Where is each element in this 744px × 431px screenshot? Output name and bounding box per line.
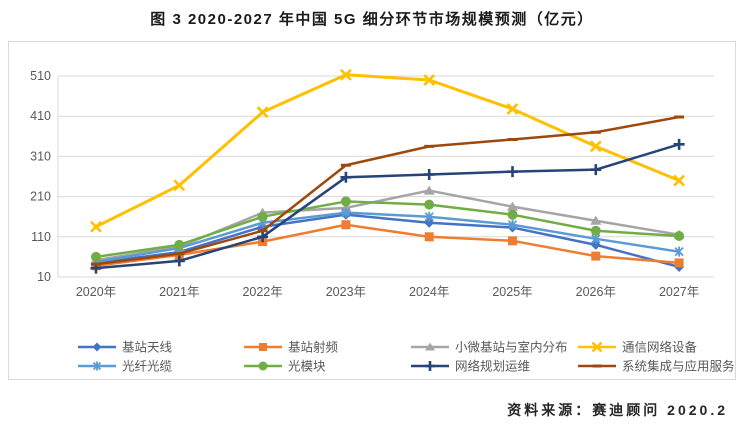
marker-x: [90, 220, 102, 233]
marker-square: [591, 251, 601, 261]
marker-circle: [674, 230, 685, 241]
marker-square: [674, 258, 684, 268]
y-tick-label: 210: [30, 190, 51, 204]
marker-square: [508, 236, 517, 246]
marker-asterisk: [507, 219, 518, 230]
marker-circle: [258, 361, 268, 371]
series-line: [95, 223, 680, 267]
x-tick-label: 2020年: [76, 285, 116, 299]
marker-plus: [173, 255, 185, 267]
marker-plus: [423, 168, 435, 180]
series-line: [95, 115, 680, 266]
series-line: [95, 143, 680, 270]
x-tick-label: 2027年: [659, 285, 699, 299]
marker-triangle: [425, 342, 435, 351]
marker-triangle: [423, 185, 435, 195]
marker-asterisk: [92, 361, 102, 371]
marker-asterisk: [424, 211, 434, 222]
y-tick-label: 410: [30, 109, 51, 123]
marker-triangle: [507, 201, 518, 211]
legend-label: 光模块: [288, 360, 326, 374]
marker-diamond: [92, 342, 102, 352]
series-line: [95, 73, 680, 229]
y-tick-label: 10: [37, 270, 51, 284]
marker-plus: [257, 231, 269, 243]
marker-circle: [174, 239, 185, 250]
x-tick-label: 2022年: [242, 285, 282, 299]
marker-x: [591, 341, 603, 353]
series-line: [95, 213, 680, 269]
marker-asterisk: [674, 246, 684, 257]
x-tick-label: 2021年: [159, 285, 199, 299]
legend-label: 光纤光缆: [122, 360, 173, 374]
marker-plus: [340, 171, 352, 183]
marker-x: [589, 140, 602, 153]
legend-label: 基站射频: [288, 340, 339, 355]
legend-label: 网络规划运维: [455, 359, 530, 374]
legend-label: 基站天线: [122, 341, 173, 355]
marker-circle: [424, 199, 435, 210]
marker-x: [256, 106, 269, 119]
marker-square: [259, 343, 267, 351]
marker-square: [341, 220, 351, 230]
chart-title: 图 3 2020-2027 年中国 5G 细分环节市场规模预测（亿元）: [150, 11, 594, 28]
chart-svg: 10 110 210 310 410 510 2020年 2021年 2022年 2023年 202…: [30, 68, 735, 374]
series-line: [95, 200, 680, 259]
series-line: [95, 211, 680, 263]
marker-circle: [340, 196, 351, 207]
marker-triangle: [590, 215, 602, 225]
x-tick-label: 2025年: [492, 285, 532, 299]
x-tick-label: 2026年: [576, 285, 616, 299]
legend-label: 小微基站与室内分布: [455, 340, 568, 355]
marker-square: [424, 232, 434, 242]
marker-plus: [673, 138, 685, 150]
marker-circle: [507, 209, 518, 220]
marker-x: [339, 68, 352, 81]
x-tick-label: 2024年: [409, 285, 449, 299]
marker-plus: [507, 166, 518, 178]
marker-circle: [91, 251, 101, 262]
chart-panel: 10 110 210 310 410 510 2020年 2021年 2022年 2023年 202…: [8, 41, 736, 380]
marker-asterisk: [341, 207, 351, 218]
y-tick-label: 310: [30, 149, 51, 163]
marker-plus: [590, 164, 602, 176]
x-tick-label: 2023年: [326, 285, 366, 299]
legend-label: 通信网络设备: [622, 340, 698, 355]
y-tick-label: 110: [31, 230, 51, 244]
source-note: 资料来源：赛迪顾问 2020.2: [507, 402, 728, 418]
marker-x: [506, 103, 519, 115]
legend-label: 系统集成与应用服务: [622, 359, 735, 374]
marker-x: [423, 74, 436, 86]
marker-x: [173, 179, 186, 192]
marker-plus: [425, 361, 435, 371]
marker-circle: [257, 211, 268, 222]
marker-x: [673, 174, 686, 187]
y-tick-label: 510: [30, 69, 51, 83]
marker-circle: [590, 225, 601, 236]
